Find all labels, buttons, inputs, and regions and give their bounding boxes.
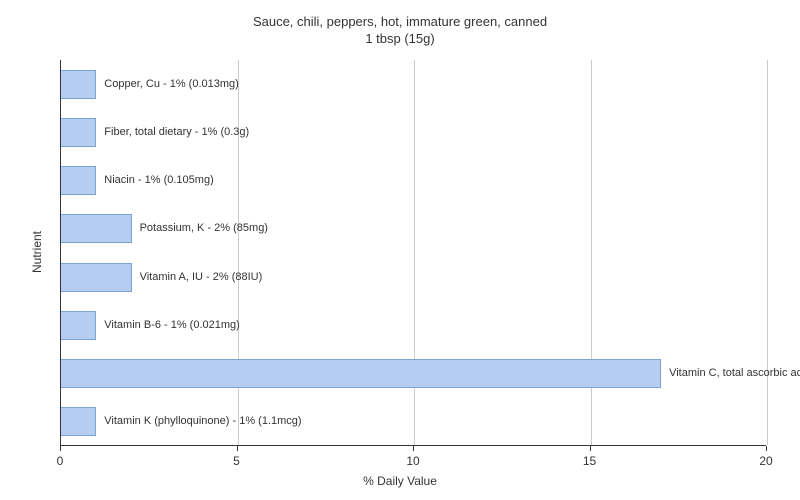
bar — [61, 118, 96, 147]
bar-label: Vitamin A, IU - 2% (88IU) — [140, 271, 263, 283]
bar-label: Copper, Cu - 1% (0.013mg) — [104, 78, 239, 90]
bar — [61, 311, 96, 340]
x-tick-label: 20 — [759, 454, 772, 468]
nutrition-bar-chart: Sauce, chili, peppers, hot, immature gre… — [0, 0, 800, 500]
x-tick-label: 15 — [583, 454, 596, 468]
x-tick — [766, 446, 767, 451]
bar — [61, 214, 132, 243]
chart-title-line1: Sauce, chili, peppers, hot, immature gre… — [0, 14, 800, 31]
bar — [61, 359, 661, 388]
bar-label: Potassium, K - 2% (85mg) — [140, 222, 268, 234]
bar — [61, 166, 96, 195]
plot-area: Copper, Cu - 1% (0.013mg) Fiber, total di… — [60, 60, 766, 446]
bar-label: Vitamin K (phylloquinone) - 1% (1.1mcg) — [104, 415, 301, 427]
bar — [61, 263, 132, 292]
bar-label: Fiber, total dietary - 1% (0.3g) — [104, 126, 249, 138]
x-tick-label: 0 — [57, 454, 64, 468]
bar-label: Niacin - 1% (0.105mg) — [104, 174, 213, 186]
x-tick — [590, 446, 591, 451]
x-axis-label: % Daily Value — [0, 474, 800, 488]
bar — [61, 70, 96, 99]
bar — [61, 407, 96, 436]
y-axis-label: Nutrient — [30, 231, 44, 273]
x-tick-label: 5 — [233, 454, 240, 468]
chart-title-line2: 1 tbsp (15g) — [0, 31, 800, 48]
bar-label: Vitamin C, total ascorbic acid - 17% (10… — [669, 367, 800, 379]
x-tick-label: 10 — [406, 454, 419, 468]
chart-title: Sauce, chili, peppers, hot, immature gre… — [0, 0, 800, 48]
x-tick — [60, 446, 61, 451]
bar-label: Vitamin B-6 - 1% (0.021mg) — [104, 319, 240, 331]
gridline — [767, 60, 768, 445]
x-tick — [237, 446, 238, 451]
x-tick — [413, 446, 414, 451]
